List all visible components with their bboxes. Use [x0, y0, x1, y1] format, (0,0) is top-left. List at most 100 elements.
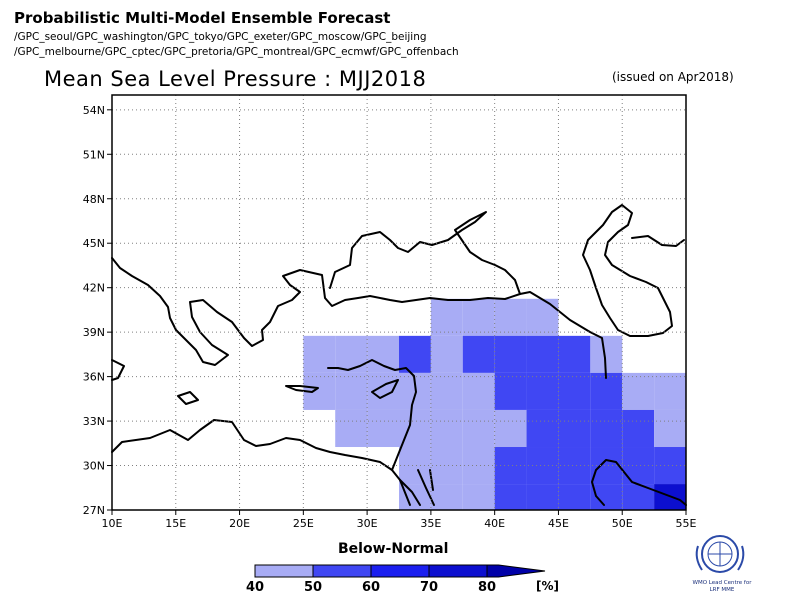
longitude-labels: 10E 15E 20E 25E 30E 35E 40E 45E 50E 55E — [102, 517, 697, 530]
probability-cell — [526, 447, 559, 485]
probability-cell — [462, 447, 495, 485]
probability-cell — [622, 447, 655, 485]
probability-cell — [558, 484, 591, 510]
legend-swatch — [370, 564, 430, 578]
probability-cell — [494, 484, 527, 510]
lat-tick-label: 30N — [83, 460, 105, 473]
probability-cell — [590, 409, 623, 448]
lon-tick-label: 20E — [229, 517, 250, 530]
lat-tick-label: 27N — [83, 504, 105, 517]
probability-cell — [430, 335, 463, 373]
lon-tick-label: 50E — [612, 517, 633, 530]
probability-cell — [526, 372, 559, 410]
lon-tick-label: 30E — [357, 517, 378, 530]
map-title: Mean Sea Level Pressure : MJJ2018 — [44, 67, 427, 91]
lon-tick-label: 55E — [676, 517, 697, 530]
legend-swatch — [428, 564, 488, 578]
lon-tick-label: 15E — [165, 517, 186, 530]
coastline-persian-gulf — [591, 459, 687, 506]
lon-tick-label: 40E — [484, 517, 505, 530]
probability-cell — [622, 409, 655, 448]
probability-cell — [526, 298, 559, 336]
coastline-caspian-east — [631, 235, 685, 247]
probability-cell — [430, 372, 463, 410]
probability-cell — [590, 447, 623, 485]
latitude-labels: 27N 30N 33N 36N 39N 42N 45N 48N 51N 54N — [83, 104, 105, 517]
legend-title: Below-Normal — [338, 541, 449, 557]
coastline-cyprus — [371, 379, 399, 399]
legend-label: 40 — [246, 580, 264, 595]
probability-cell — [494, 409, 527, 448]
coastline-caspian-sea — [582, 204, 673, 337]
lat-tick-label: 36N — [83, 371, 105, 384]
wmo-emblem-icon — [695, 535, 745, 573]
probability-cell — [558, 372, 591, 410]
legend-label: 50 — [304, 580, 322, 595]
probability-cell — [303, 335, 336, 373]
issued-date: (issued on Apr2018) — [612, 70, 734, 84]
probability-cell — [430, 298, 463, 336]
probability-cell — [462, 409, 495, 448]
gpc-list-line-1: /GPC_seoul/GPC_washington/GPC_tokyo/GPC_… — [14, 31, 427, 43]
legend-swatch-arrow — [486, 564, 546, 578]
probability-cell — [494, 335, 527, 373]
lat-tick-label: 51N — [83, 148, 105, 161]
lat-tick-label: 39N — [83, 326, 105, 339]
probability-cell — [367, 409, 399, 448]
axis-ticks — [107, 109, 687, 515]
legend-swatch — [254, 564, 314, 578]
probability-cell — [335, 409, 368, 448]
lon-tick-label: 25E — [293, 517, 314, 530]
probability-cells — [303, 298, 686, 510]
probability-cell — [494, 447, 527, 485]
wmo-logo-line-1: WMO Lead Centre for — [692, 580, 752, 586]
lon-tick-label: 10E — [102, 517, 123, 530]
legend-label: 80 — [478, 580, 496, 595]
legend-swatch — [312, 564, 372, 578]
coastline-north-mediterranean — [111, 257, 607, 379]
probability-cell — [335, 372, 368, 410]
probability-cell — [430, 484, 463, 510]
wmo-logo-text: WMO Lead Centre for LRF MME — [682, 580, 762, 594]
coastline-north-africa — [111, 419, 421, 506]
lat-tick-label: 33N — [83, 415, 105, 428]
probability-cell — [462, 298, 495, 336]
probability-cell — [558, 335, 591, 373]
probability-cell — [462, 484, 495, 510]
lat-tick-label: 45N — [83, 237, 105, 250]
probability-cell — [622, 372, 655, 410]
probability-cell — [367, 335, 399, 373]
coastline-crete — [285, 385, 319, 393]
coastline-black-sea — [329, 211, 521, 295]
probability-cell — [654, 372, 686, 410]
lat-tick-label: 42N — [83, 282, 105, 295]
coastline-levant — [327, 359, 417, 471]
probability-cell — [430, 447, 463, 485]
probability-cell — [526, 484, 559, 510]
legend-label: 60 — [362, 580, 380, 595]
probability-cell — [590, 484, 623, 510]
probability-cell — [462, 335, 495, 373]
legend: 40 50 60 70 80 — [246, 564, 546, 595]
probability-cell — [335, 335, 368, 373]
probability-cell — [558, 447, 591, 485]
lon-tick-label: 35E — [420, 517, 441, 530]
lon-tick-label: 45E — [548, 517, 569, 530]
coastlines — [111, 204, 687, 506]
probability-cell — [654, 409, 686, 448]
probability-cell — [399, 335, 431, 373]
lat-tick-label: 48N — [83, 193, 105, 206]
legend-label: 70 — [420, 580, 438, 595]
gpc-list-line-2: /GPC_melbourne/GPC_cptec/GPC_pretoria/GP… — [14, 46, 459, 58]
legend-unit: [%] — [536, 579, 559, 593]
probability-cell — [430, 409, 463, 448]
probability-cell — [654, 447, 686, 485]
probability-cell — [399, 447, 431, 485]
wmo-logo-line-2: LRF MME — [709, 587, 735, 593]
probability-cell — [494, 372, 527, 410]
map-frame — [111, 94, 687, 511]
probability-cell — [494, 298, 527, 336]
forecast-product-title: Probabilistic Multi-Model Ensemble Forec… — [14, 9, 391, 27]
lat-tick-label: 54N — [83, 104, 105, 117]
